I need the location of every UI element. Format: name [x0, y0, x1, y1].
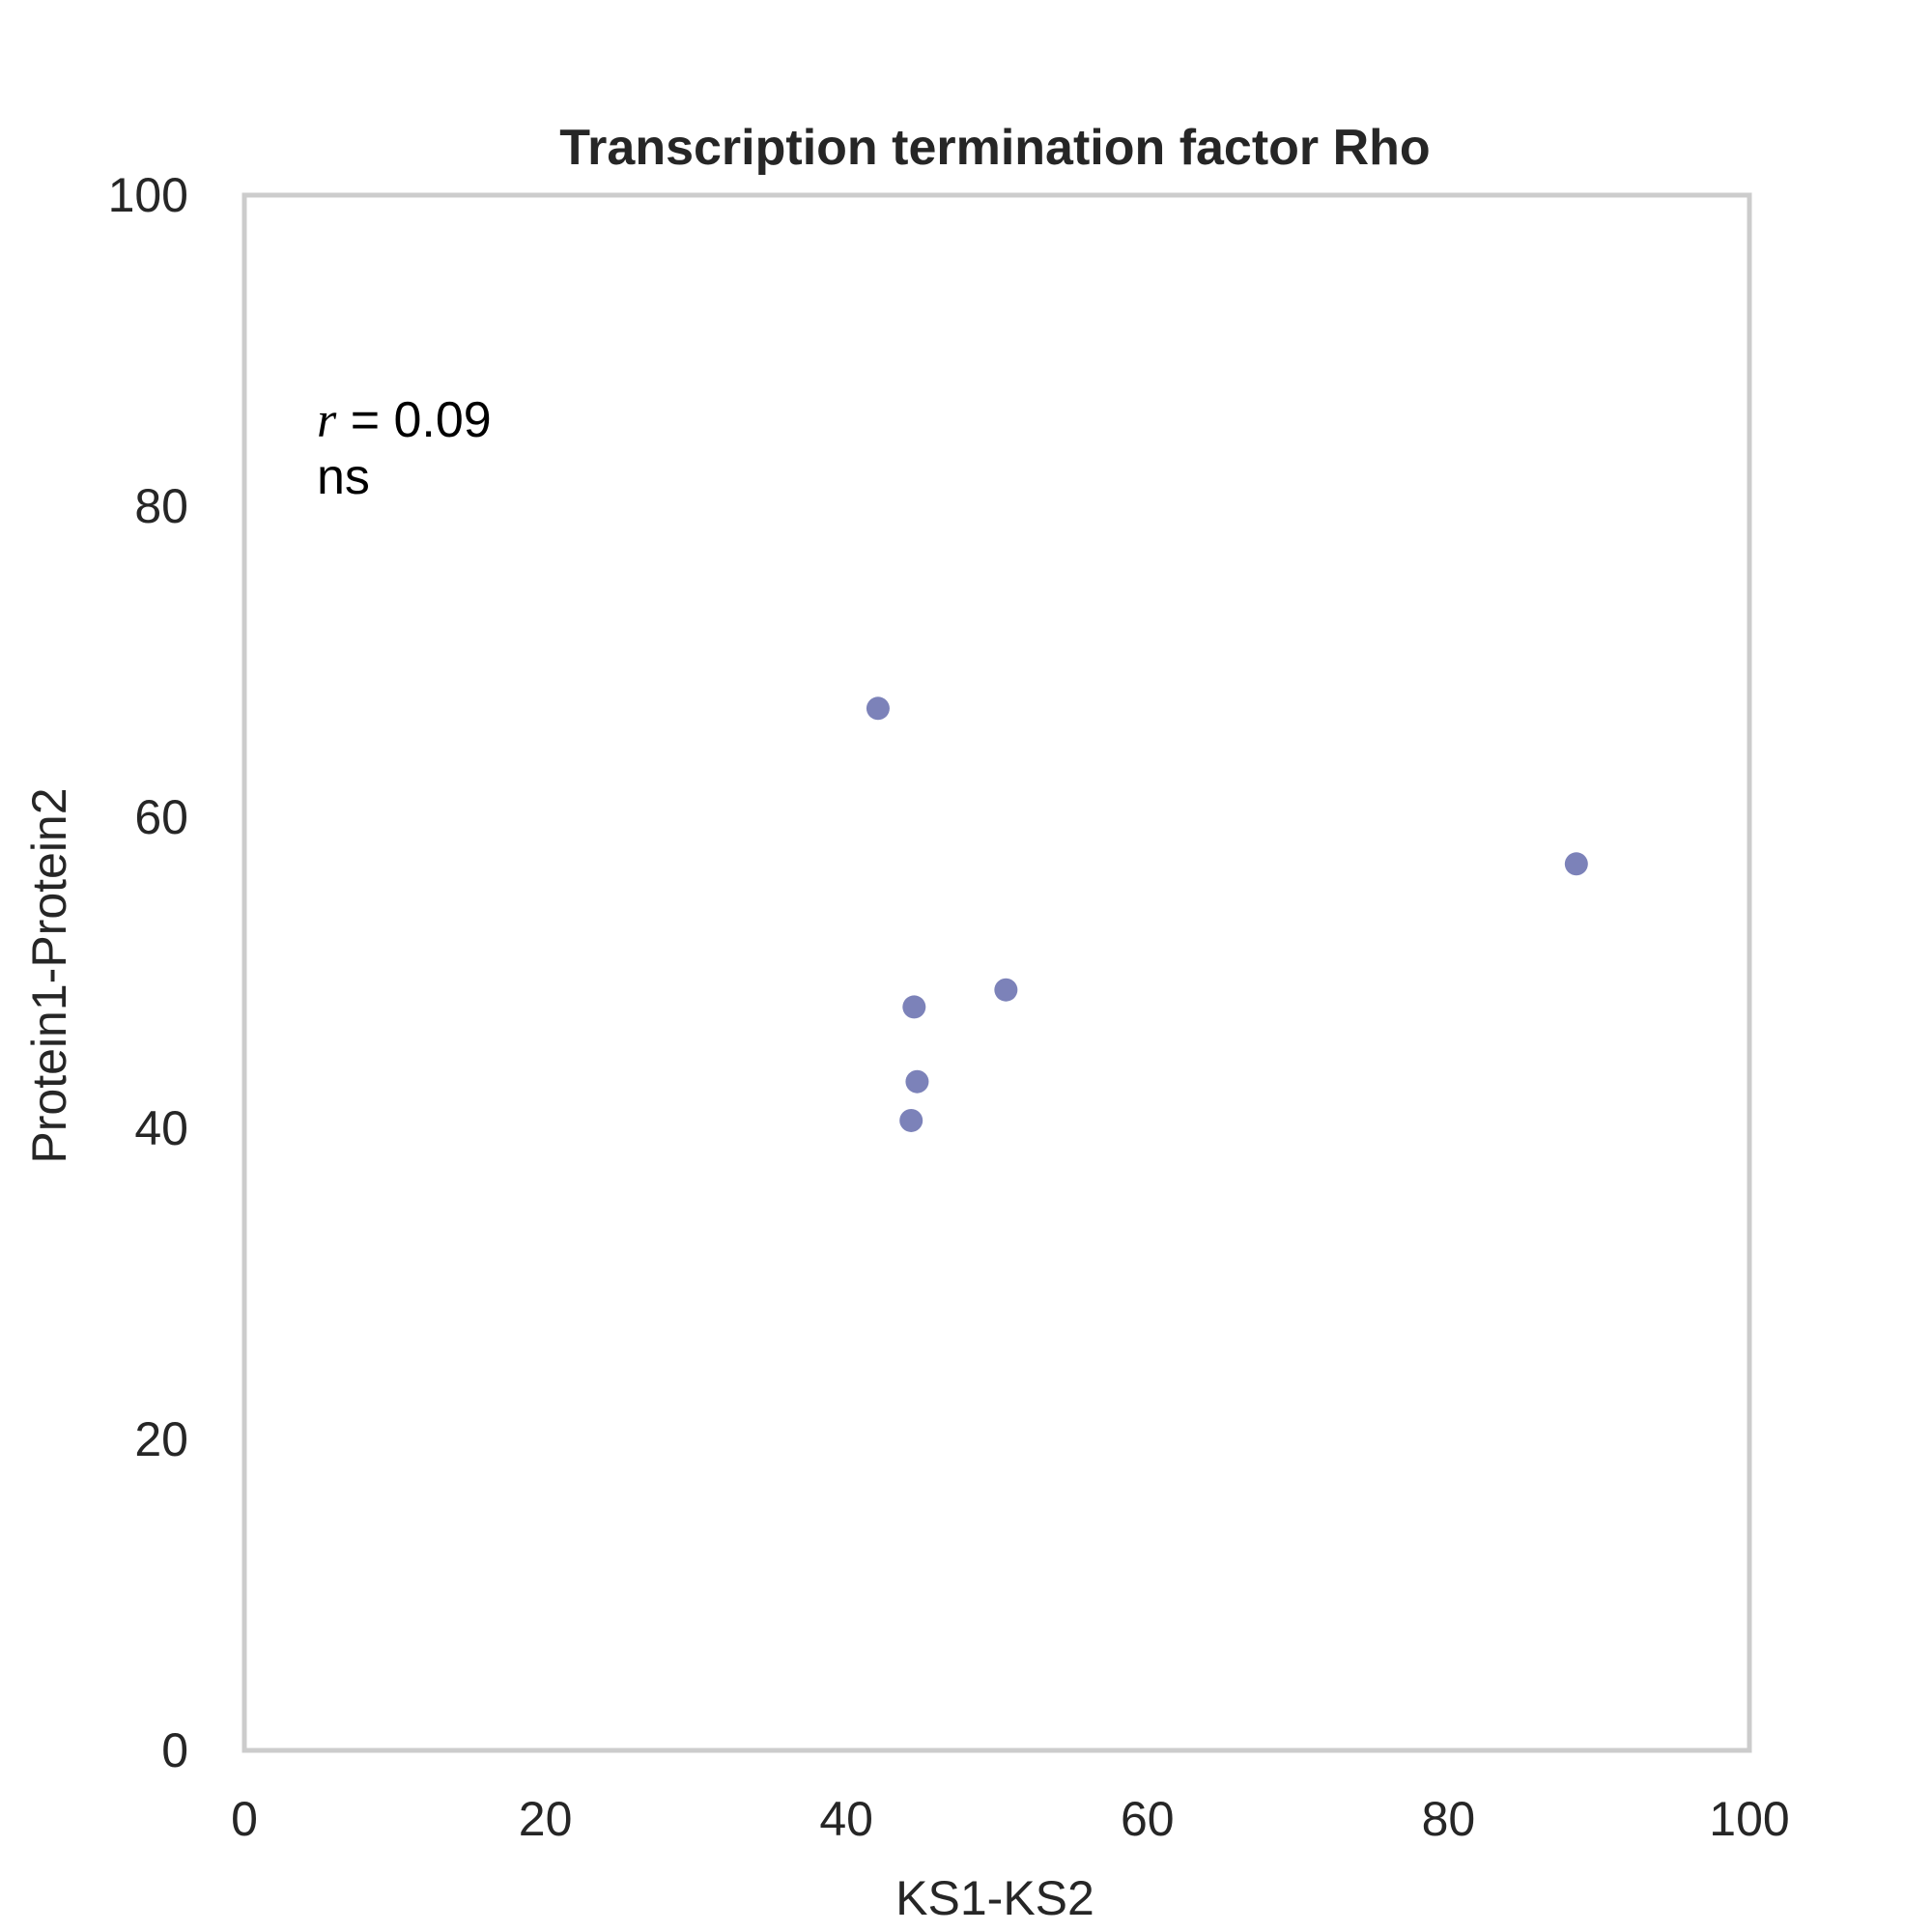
x-axis-tick-labels: 0 20 40 60 80 100 [231, 1792, 1790, 1846]
y-axis-label: Protein1-Protein2 [22, 787, 76, 1163]
x-tick-label: 60 [1121, 1792, 1175, 1846]
x-tick-label: 0 [231, 1792, 258, 1846]
data-point [902, 995, 926, 1019]
equals-sign: = [336, 392, 393, 448]
y-tick-label: 20 [134, 1412, 188, 1466]
data-point [866, 696, 890, 721]
significance-label: ns [317, 449, 370, 505]
y-tick-label: 60 [134, 790, 188, 844]
y-tick-label: 80 [134, 479, 188, 533]
data-point [905, 1069, 929, 1094]
data-points [866, 696, 1588, 1132]
x-axis-label: KS1-KS2 [895, 1871, 1094, 1925]
x-tick-label: 100 [1709, 1792, 1789, 1846]
x-tick-label: 20 [519, 1792, 573, 1846]
data-point [994, 978, 1018, 1002]
x-tick-label: 80 [1422, 1792, 1476, 1846]
y-tick-label: 40 [134, 1101, 188, 1155]
r-value: 0.09 [394, 392, 492, 448]
y-tick-label: 0 [161, 1723, 188, 1777]
x-tick-label: 40 [819, 1792, 873, 1846]
data-point [899, 1108, 923, 1132]
r-symbol: r [317, 393, 337, 448]
y-axis-tick-labels: 0 20 40 60 80 100 [108, 168, 188, 1777]
y-tick-label: 100 [108, 168, 188, 222]
data-point [1564, 852, 1588, 876]
plot-area-frame [242, 192, 1752, 1753]
correlation-annotation: r = 0.09 [317, 392, 492, 448]
chart-title: Transcription termination factor Rho [559, 120, 1430, 176]
